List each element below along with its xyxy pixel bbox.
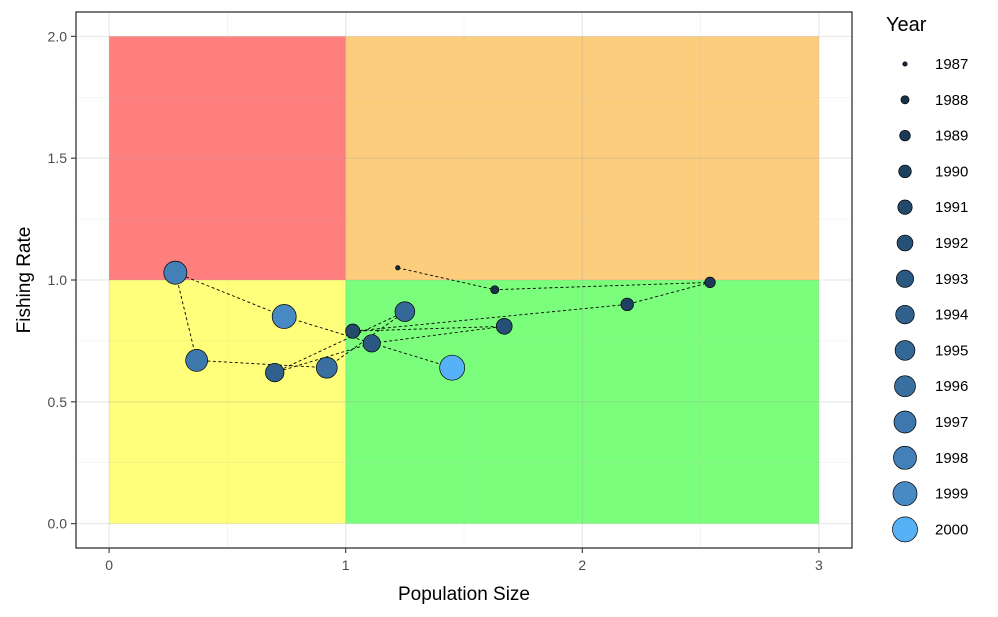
zone-2 — [345, 36, 819, 281]
legend-key-1997 — [893, 410, 917, 434]
y-tick-label: 1.0 — [48, 272, 68, 288]
legend-label-1991: 1991 — [935, 199, 968, 216]
x-tick-label: 3 — [815, 557, 823, 573]
legend-label-1999: 1999 — [935, 486, 968, 503]
y-axis: 0.0 0.5 1.0 1.5 2.0 — [48, 28, 76, 532]
point-1998 — [163, 260, 188, 285]
legend-label-2000: 2000 — [935, 521, 968, 538]
zones-layer — [109, 36, 819, 524]
legend-key-1987 — [902, 61, 908, 67]
legend-key-1999 — [892, 481, 918, 506]
legend-key-1990 — [898, 164, 912, 179]
point-1992 — [495, 317, 513, 335]
y-tick-label: 0.5 — [48, 394, 68, 410]
point-1997 — [185, 349, 209, 372]
y-tick-label: 2.0 — [48, 28, 68, 44]
legend-label-1998: 1998 — [935, 450, 968, 467]
x-tick-label: 2 — [578, 557, 586, 573]
legend-key-2000 — [892, 516, 918, 543]
x-axis: 0 1 2 3 — [105, 548, 823, 573]
point-1996 — [315, 356, 338, 379]
point-1995 — [394, 301, 416, 322]
legend-label-1987: 1987 — [935, 56, 968, 73]
point-2000 — [439, 354, 466, 381]
zone-4 — [345, 280, 819, 524]
point-1993 — [362, 334, 381, 353]
legend: Year 1987 1988 1989 1990 1991 1992 1993 1994 199… — [886, 14, 968, 543]
legend-key-1993 — [896, 269, 914, 288]
y-axis-title: Fishing Rate — [14, 227, 35, 334]
point-1987 — [395, 265, 401, 271]
connecting-path — [174, 267, 711, 374]
y-tick-label: 0.0 — [48, 516, 68, 532]
legend-key-1994 — [895, 304, 915, 325]
x-axis-title: Population Size — [398, 584, 530, 605]
legend-key-1992 — [896, 234, 914, 252]
point-1988 — [490, 285, 500, 295]
legend-label-1992: 1992 — [935, 235, 968, 252]
point-1999 — [271, 304, 297, 329]
legend-label-1989: 1989 — [935, 128, 968, 145]
zone-3 — [109, 280, 346, 524]
legend-key-1998 — [893, 445, 917, 470]
legend-label-1994: 1994 — [935, 307, 968, 324]
legend-title: Year — [886, 14, 927, 36]
legend-label-1995: 1995 — [935, 342, 968, 359]
legend-label-1988: 1988 — [935, 92, 968, 109]
legend-label-1993: 1993 — [935, 271, 968, 288]
point-1990 — [620, 297, 634, 312]
zone-1 — [109, 36, 346, 281]
points-layer — [163, 260, 716, 383]
legend-key-1989 — [899, 129, 911, 142]
point-1991 — [345, 323, 361, 339]
legend-key-1991 — [897, 199, 913, 215]
legend-key-1988 — [900, 95, 910, 105]
legend-key-1996 — [894, 375, 916, 398]
point-1989 — [704, 276, 716, 289]
y-tick-label: 1.5 — [48, 150, 68, 166]
legend-key-1995 — [894, 340, 916, 361]
grid-layer — [76, 12, 852, 548]
x-tick-label: 1 — [342, 557, 350, 573]
legend-label-1996: 1996 — [935, 378, 968, 395]
legend-label-1990: 1990 — [935, 163, 968, 180]
point-1994 — [265, 362, 285, 383]
x-tick-label: 0 — [105, 557, 113, 573]
connecting-path-layer — [174, 267, 711, 374]
legend-label-1997: 1997 — [935, 414, 968, 431]
